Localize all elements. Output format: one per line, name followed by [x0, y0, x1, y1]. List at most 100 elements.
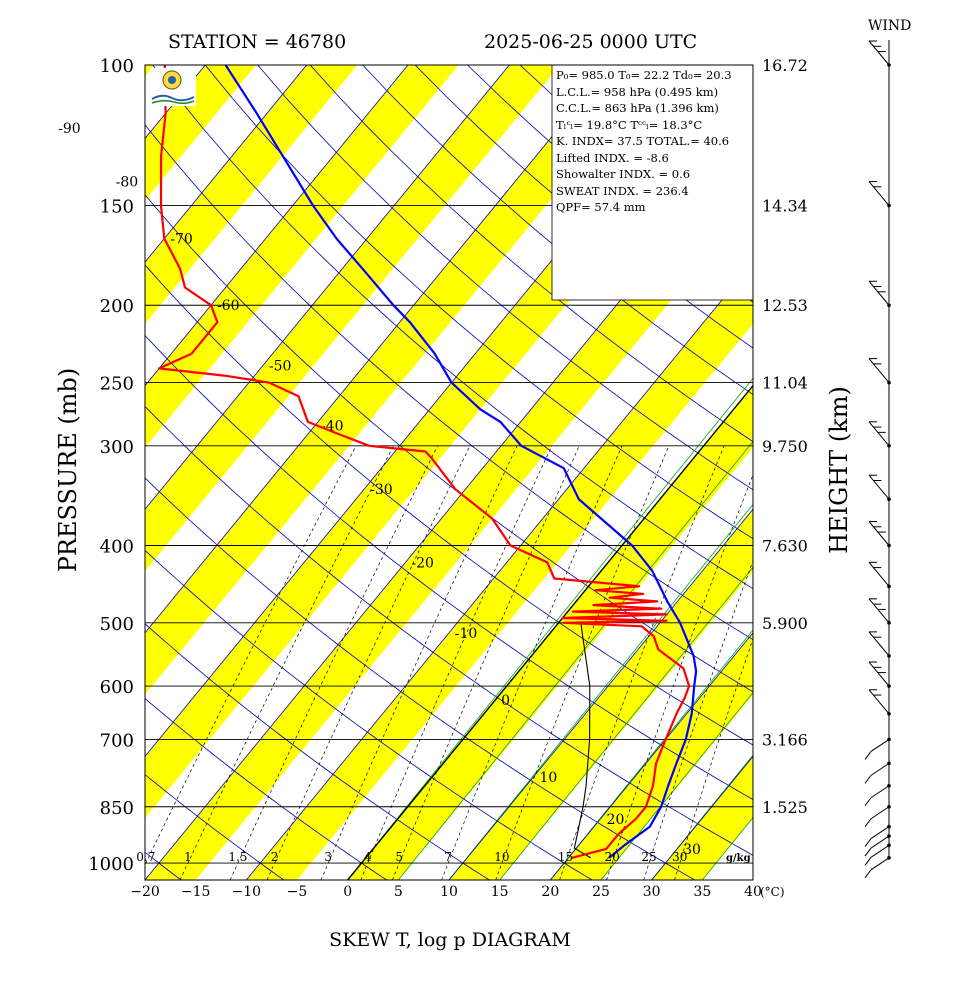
- height-tick-label: 7.630: [762, 536, 808, 555]
- wind-barb: [869, 475, 889, 499]
- temperature-tick-label: −10: [232, 884, 262, 900]
- temperature-tick-label: 5: [394, 884, 403, 900]
- mixing-ratio-label: 30: [672, 850, 687, 864]
- mixing-ratio-label: 2: [271, 850, 279, 864]
- mixing-ratio-label: 20: [604, 850, 619, 864]
- temp-band: [0, 65, 53, 880]
- mixing-ratio-label: 1: [184, 850, 192, 864]
- pressure-axis-title: PRESSURE (mb): [54, 368, 82, 573]
- index-sweat: SWEAT INDX. = 236.4: [556, 184, 689, 198]
- temperature-tick-label: 10: [440, 884, 458, 900]
- wind-barb: [871, 739, 889, 751]
- temperature-tick-label: 20: [541, 884, 559, 900]
- temperature-unit: (°C): [760, 885, 785, 899]
- isotherm-label: -20: [411, 555, 434, 571]
- wind-barb: [869, 562, 889, 586]
- height-tick-label: 3.166: [762, 730, 808, 749]
- pressure-tick-label: 600: [100, 677, 134, 698]
- wind-barb-feather: [865, 775, 871, 783]
- height-axis-labels: 16.7214.3412.5311.049.7507.6305.9003.166…: [762, 56, 808, 817]
- temperature-tick-label: −15: [181, 884, 211, 900]
- datetime-label: 2025-06-25 0000 UTC: [484, 31, 697, 53]
- wind-barb: [871, 858, 889, 870]
- temperature-tick-label: 25: [592, 884, 610, 900]
- height-axis-title: HEIGHT (km): [825, 386, 853, 554]
- pressure-tick-label: 500: [100, 614, 134, 635]
- wind-barb-column: [865, 40, 891, 878]
- station-label: STATION = 46780: [168, 31, 346, 53]
- isotherm-label: 0: [501, 693, 510, 709]
- temperature-tick-label: −5: [287, 884, 308, 900]
- mixing-ratio-label: 5: [395, 850, 403, 864]
- temperature-tick-label: −20: [130, 884, 160, 900]
- mixing-ratio-label: 15: [558, 850, 573, 864]
- index-k-total: K. INDX= 37.5 TOTAL.= 40.6: [556, 134, 729, 148]
- wind-barb: [871, 807, 889, 819]
- pressure-tick-label: 300: [100, 437, 134, 458]
- wind-barb: [869, 359, 889, 383]
- isotherm-label: -60: [217, 298, 240, 314]
- height-tick-label: 11.04: [762, 374, 808, 393]
- diagram-title: SKEW T, log p DIAGRAM: [329, 929, 571, 951]
- height-tick-label: 12.53: [762, 296, 808, 315]
- pressure-tick-label: 700: [100, 730, 134, 751]
- height-tick-label: 9.750: [762, 437, 808, 456]
- isotherm: [753, 65, 960, 880]
- mixing-ratio-unit: g/kg: [726, 853, 751, 864]
- wind-barb: [871, 827, 889, 839]
- pressure-tick-label: 200: [100, 296, 134, 317]
- isotherm: [0, 65, 104, 880]
- wind-barb-feather: [865, 848, 871, 856]
- temperature-tick-label: 30: [643, 884, 661, 900]
- wind-barb: [869, 632, 889, 656]
- wind-barb: [869, 662, 889, 686]
- mixing-ratio-label: 10: [494, 850, 509, 864]
- wind-barb-feather: [865, 870, 871, 878]
- wind-barb-feather: [865, 819, 871, 827]
- mixing-ratio-label: 7: [444, 850, 452, 864]
- pressure-tick-label: 250: [100, 374, 134, 395]
- index-ccl: C.C.L.= 863 hPa (1.396 km): [556, 101, 719, 115]
- height-tick-label: 14.34: [762, 197, 808, 216]
- isotherm-label: -70: [170, 232, 193, 248]
- index-lifted: Lifted INDX. = -8.6: [556, 151, 669, 165]
- index-tlcl-tccl: Tₗᶜₗ= 19.8°C Tᶜᶜₗ= 18.3°C: [556, 118, 702, 132]
- wind-barb-feather: [865, 857, 871, 865]
- index-showalter: Showalter INDX. = 0.6: [556, 167, 690, 181]
- wind-barb: [871, 763, 889, 775]
- wind-barb: [869, 521, 889, 545]
- wind-barb-feather: [865, 798, 871, 806]
- wind-title: WIND: [868, 18, 911, 34]
- isotherm-label: -90: [58, 121, 81, 137]
- isotherm: [0, 65, 3, 880]
- mixing-ratio-label: 25: [641, 850, 656, 864]
- pressure-tick-label: 150: [100, 197, 134, 218]
- wind-barb: [869, 422, 889, 446]
- mixing-ratio-label: 3: [324, 850, 332, 864]
- wind-barb: [869, 690, 889, 714]
- wind-barb: [871, 786, 889, 798]
- wind-barb: [869, 41, 889, 65]
- yellow-temperature-bands: [0, 65, 960, 880]
- mixing-ratio-label: 0.7: [136, 850, 155, 864]
- wind-barb: [871, 845, 889, 857]
- wind-barb: [869, 182, 889, 206]
- pressure-tick-label: 850: [100, 798, 134, 819]
- wind-barb: [869, 281, 889, 305]
- wind-barb-feather: [865, 751, 871, 759]
- pressure-tick-label: 1000: [88, 854, 134, 875]
- mixing-ratio-label: 4: [364, 850, 372, 864]
- height-tick-label: 5.900: [762, 614, 808, 633]
- pressure-tick-label: 400: [100, 536, 134, 557]
- isotherm-label: 20: [607, 812, 625, 828]
- index-lcl: L.C.L.= 958 hPa (0.495 km): [556, 85, 718, 99]
- index-surface: P₀= 985.0 T₀= 22.2 Td₀= 20.3: [556, 68, 732, 82]
- temperature-tick-label: 35: [693, 884, 711, 900]
- index-qpf: QPF= 57.4 mm: [556, 200, 646, 214]
- isotherm-label: -10: [455, 626, 478, 642]
- temperature-tick-label: 15: [491, 884, 509, 900]
- isotherm-label: -30: [370, 482, 393, 498]
- isotherm-label: -50: [269, 359, 292, 375]
